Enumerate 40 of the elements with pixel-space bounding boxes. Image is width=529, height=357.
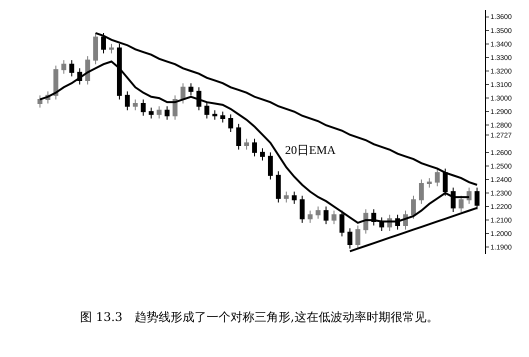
candlestick — [426, 178, 432, 188]
candlestick — [260, 148, 265, 161]
candlestick — [220, 111, 226, 124]
candlestick — [355, 225, 360, 250]
candlestick — [308, 210, 313, 224]
candlestick — [156, 106, 162, 119]
candlestick — [244, 138, 250, 150]
candlestick — [252, 138, 257, 157]
candlestick — [418, 178, 424, 204]
candlestick — [164, 106, 170, 120]
annotation: 20日EMA — [285, 143, 336, 157]
candlestick — [132, 98, 138, 111]
candlestick — [53, 65, 58, 100]
candlestick — [268, 152, 273, 180]
candlestick — [228, 114, 234, 132]
candlestick — [38, 94, 42, 108]
candlestick — [69, 60, 74, 77]
candlestick — [276, 170, 281, 203]
candlestick — [204, 102, 210, 119]
text: 图 13.3 趋势线形成了一个对称三角形,这在低波动率时期很常见。 — [80, 310, 438, 324]
candlestick — [188, 82, 194, 96]
candlestick — [411, 195, 416, 220]
candlestick — [284, 191, 289, 203]
candlestick — [292, 191, 297, 204]
candlestick — [324, 206, 328, 225]
candlestick — [236, 123, 242, 150]
candlestick — [434, 168, 440, 187]
candlestick — [300, 195, 305, 224]
candlestick — [109, 43, 114, 54]
candlestick — [140, 98, 146, 116]
candlestick — [180, 82, 186, 104]
candlestick — [458, 195, 464, 212]
candlestick — [148, 107, 154, 119]
candlestick — [61, 60, 66, 74]
candlestick — [332, 210, 336, 225]
candlestick — [466, 187, 472, 204]
candlestick — [316, 206, 321, 220]
candlestick — [93, 32, 98, 65]
candlestick — [212, 110, 218, 120]
candlestick — [124, 90, 130, 111]
